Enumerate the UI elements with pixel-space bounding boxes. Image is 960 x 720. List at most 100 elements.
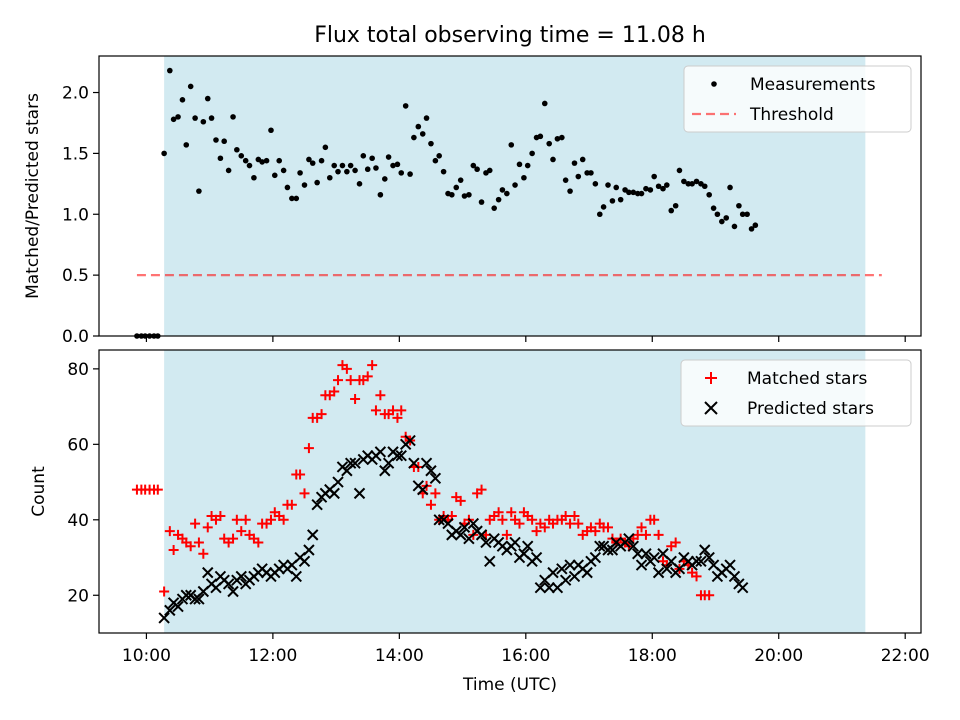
- point-matched-stars: [278, 514, 289, 525]
- point-measurements: [161, 150, 167, 157]
- point-predicted-stars: [374, 446, 387, 458]
- legend-label: Measurements: [750, 75, 876, 95]
- point-measurements: [559, 134, 565, 141]
- point-measurements: [491, 205, 497, 211]
- point-measurements: [495, 196, 502, 203]
- x-tick-label: 16:00: [501, 646, 550, 666]
- point-predicted-stars: [556, 563, 568, 575]
- point-predicted-stars: [480, 536, 492, 549]
- point-predicted-stars: [303, 544, 315, 556]
- point-matched-stars: [455, 495, 466, 506]
- point-predicted-stars: [222, 578, 235, 590]
- point-predicted-stars: [728, 570, 741, 583]
- point-measurements: [360, 153, 367, 159]
- point-matched-stars: [168, 544, 179, 555]
- point-predicted-stars: [521, 540, 534, 552]
- point-predicted-stars: [290, 570, 302, 583]
- point-measurements: [276, 157, 283, 164]
- point-matched-stars: [396, 405, 407, 416]
- point-measurements: [457, 177, 464, 183]
- legend-box: [683, 65, 912, 133]
- point-predicted-stars: [564, 559, 576, 571]
- point-matched-stars: [329, 386, 340, 397]
- point-matched-stars: [375, 390, 386, 401]
- point-measurements: [213, 137, 219, 143]
- point-matched-stars: [531, 526, 542, 537]
- point-measurements: [592, 181, 599, 187]
- x-tick-label: 18:00: [628, 646, 677, 666]
- point-predicted-stars: [627, 540, 640, 552]
- point-predicted-stars: [606, 544, 619, 556]
- point-predicted-stars: [635, 559, 648, 571]
- axes-frame: [98, 349, 922, 634]
- point-predicted-stars: [594, 540, 606, 552]
- point-predicted-stars: [623, 532, 635, 545]
- point-measurements: [225, 167, 232, 174]
- point-predicted-stars: [417, 483, 429, 496]
- point-measurements: [461, 193, 468, 199]
- point-measurements: [719, 218, 725, 225]
- point-measurements: [499, 187, 506, 193]
- point-predicted-stars: [379, 465, 391, 477]
- y-tick-label: 1.0: [62, 205, 89, 225]
- legend-box: [680, 359, 912, 427]
- point-predicted-stars: [648, 551, 660, 564]
- point-matched-stars: [603, 522, 614, 533]
- point-predicted-stars: [429, 472, 442, 485]
- point-predicted-stars: [193, 593, 205, 605]
- point-predicted-stars: [344, 457, 357, 469]
- legend-label: Matched stars: [747, 369, 867, 389]
- point-predicted-stars: [458, 521, 471, 534]
- point-measurements: [562, 177, 569, 183]
- point-matched-stars: [299, 488, 310, 499]
- point-measurements: [423, 115, 430, 121]
- point-measurements: [660, 185, 666, 192]
- point-matched-stars: [228, 533, 239, 544]
- point-predicted-stars: [534, 582, 547, 594]
- point-measurements: [524, 162, 531, 169]
- point-predicted-stars: [332, 476, 344, 488]
- point-matched-stars: [253, 537, 264, 548]
- point-measurements: [537, 133, 544, 140]
- point-matched-stars: [704, 590, 715, 601]
- point-predicted-stars: [164, 604, 176, 617]
- point-measurements: [398, 170, 405, 176]
- point-predicted-stars: [311, 498, 323, 511]
- point-predicted-stars: [425, 465, 437, 477]
- point-predicted-stars: [559, 574, 572, 586]
- point-matched-stars: [392, 412, 403, 423]
- point-measurements: [369, 155, 375, 162]
- point-measurements: [347, 162, 354, 169]
- point-predicted-stars: [307, 529, 319, 541]
- point-matched-stars: [636, 522, 647, 533]
- point-measurements: [322, 144, 329, 151]
- point-predicted-stars: [235, 570, 247, 583]
- point-measurements: [377, 191, 384, 198]
- point-matched-stars: [333, 375, 344, 386]
- point-measurements: [217, 155, 224, 162]
- point-measurements: [440, 168, 447, 175]
- point-measurements: [293, 195, 300, 202]
- point-measurements: [170, 116, 177, 123]
- point-measurements: [326, 174, 333, 181]
- point-matched-stars: [152, 484, 163, 495]
- point-measurements: [183, 142, 190, 148]
- y-tick-label: 80: [67, 360, 89, 380]
- legend-predicted-swatch: [704, 401, 718, 415]
- legend-matched-swatch: [705, 372, 717, 384]
- point-measurements: [701, 183, 708, 190]
- y-tick-label: 1.5: [62, 144, 89, 164]
- point-measurements: [748, 226, 755, 232]
- point-predicted-stars: [632, 548, 644, 560]
- point-measurements: [643, 185, 649, 192]
- point-matched-stars: [295, 469, 306, 480]
- point-measurements: [605, 182, 611, 188]
- y-tick-label: 0.0: [62, 327, 89, 347]
- point-measurements: [550, 156, 556, 163]
- point-measurements: [297, 170, 303, 176]
- point-measurements: [579, 156, 586, 163]
- point-measurements: [364, 166, 371, 173]
- point-measurements: [512, 182, 518, 188]
- point-measurements: [415, 123, 422, 130]
- point-matched-stars: [341, 363, 352, 374]
